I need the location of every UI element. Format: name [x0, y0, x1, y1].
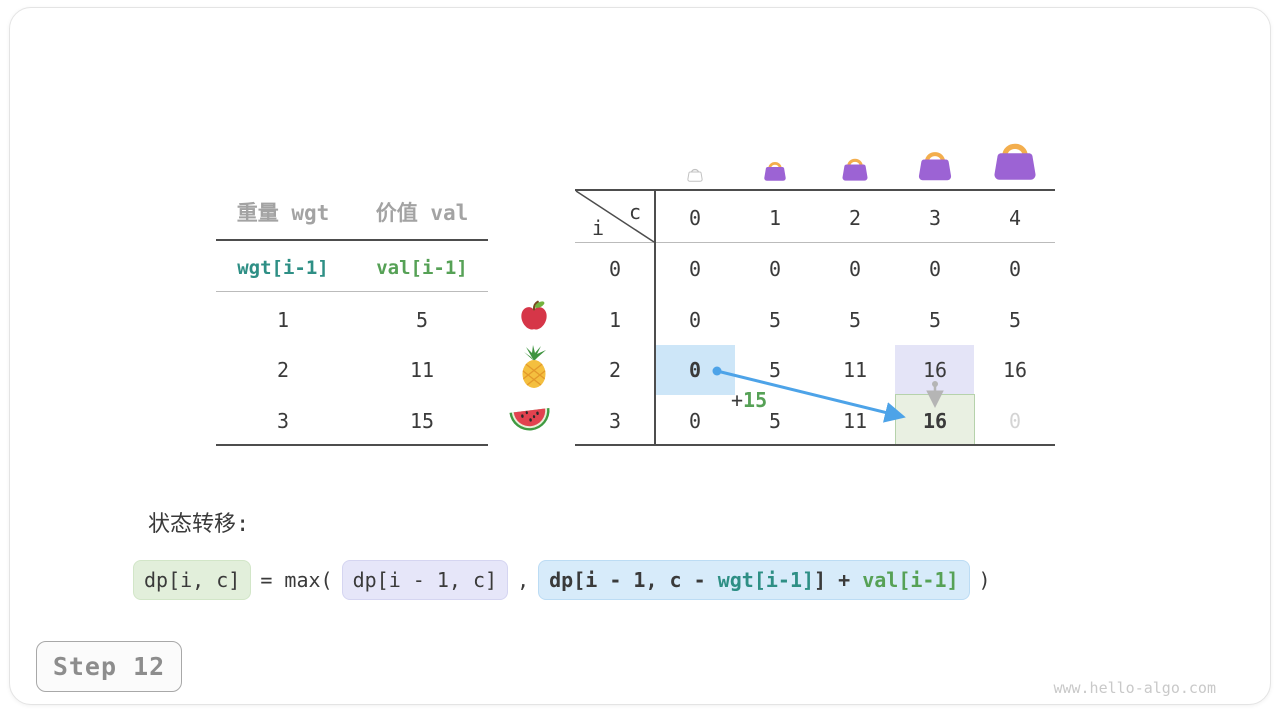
bag-small-icon [764, 162, 786, 181]
dp-cell-r1c1: 5 [768, 307, 782, 332]
state-transition-label: 状态转移: [148, 512, 250, 537]
items-table-top-rule [216, 239, 488, 241]
formula-arg2-wgt: wgt[i-1] [717, 568, 815, 592]
dp-row-label-3: 3 [608, 408, 622, 433]
formula-arg1-chip: dp[i - 1, c] [341, 560, 509, 600]
annotation-value: 15 [743, 388, 768, 412]
plus-value-annotation: +15 [731, 388, 767, 412]
items-header-value: 价值 val [375, 201, 469, 225]
formula-op: = max( [260, 568, 333, 592]
bag-large-icon [918, 152, 952, 181]
dp-col-header-3: 3 [928, 206, 942, 230]
dp-cell-r1c3: 5 [928, 307, 942, 332]
annotation-plus: + [731, 388, 744, 412]
formula-lhs-chip: dp[i, c] [133, 560, 252, 600]
items-row2-val: 11 [409, 358, 435, 382]
dp-table-top-rule [575, 189, 1055, 191]
dp-cell-r0c4: 0 [1008, 256, 1022, 281]
dp-cell-r1c0: 0 [688, 307, 702, 332]
formula-comma: , [517, 568, 530, 592]
bag-outline-icon [687, 168, 703, 182]
dp-corner-row-var: i [591, 216, 605, 240]
dp-cell-r0c1: 0 [768, 256, 782, 281]
items-header-weight: 重量 wgt [236, 201, 330, 225]
watermark: www.hello-algo.com [1053, 679, 1216, 697]
items-row3-val: 15 [409, 408, 435, 433]
dp-row-label-2: 2 [608, 358, 622, 382]
formula-arg2-mid: ] + [814, 568, 863, 592]
dp-cell-r2c3: 16 [922, 358, 948, 382]
dp-cell-r0c3: 0 [928, 256, 942, 281]
items-row1-wgt: 1 [276, 307, 290, 332]
dp-col-header-2: 2 [848, 206, 862, 230]
dp-row-label-1: 1 [608, 307, 622, 332]
bag-xlarge-icon [994, 143, 1036, 180]
formula-arg2-val: val[i-1] [862, 568, 959, 592]
step-badge: Step 12 [36, 641, 182, 692]
dp-cell-r1c4: 5 [1008, 307, 1022, 332]
bag-medium-icon [842, 158, 868, 181]
dp-table-header-rule [575, 242, 1055, 243]
dp-cell-r2c4: 16 [1002, 358, 1028, 382]
apple-icon [521, 300, 547, 330]
formula-close: ) [978, 568, 991, 592]
dp-cell-r3c4: 0 [1008, 408, 1022, 433]
dp-cell-r2c0: 0 [688, 358, 702, 382]
dp-table-vertical-rule [654, 189, 656, 446]
items-row1-val: 5 [415, 307, 429, 332]
dp-col-header-4: 4 [1008, 206, 1022, 230]
formula-arg2-chip: dp[i - 1, c - wgt[i-1]] + val[i-1] [538, 560, 970, 600]
items-index-wgt: wgt[i-1] [237, 257, 329, 279]
dp-cell-r0c2: 0 [848, 256, 862, 281]
dp-cell-r3c2: 11 [842, 408, 868, 433]
dp-table-bottom-rule [575, 444, 1055, 446]
dp-col-header-0: 0 [688, 206, 702, 230]
items-row3-wgt: 3 [276, 408, 290, 433]
watermelon-icon [509, 407, 550, 431]
formula-arg2-pre: dp[i - 1, c - [549, 568, 718, 592]
dp-row-label-0: 0 [608, 256, 622, 281]
dp-cell-r0c0: 0 [688, 256, 702, 281]
dp-cell-r2c2: 11 [842, 358, 868, 382]
dp-cell-r1c2: 5 [848, 307, 862, 332]
dp-col-header-1: 1 [768, 206, 782, 230]
items-index-val: val[i-1] [376, 257, 468, 279]
items-table-bottom-rule [216, 444, 488, 446]
pineapple-icon [522, 345, 546, 388]
items-row2-wgt: 2 [276, 358, 290, 382]
state-transition-formula: dp[i, c] = max( dp[i - 1, c] , dp[i - 1,… [133, 560, 991, 600]
dp-cell-r3c3: 16 [922, 408, 948, 433]
items-table-mid-rule [216, 291, 488, 292]
dp-cell-r3c0: 0 [688, 408, 702, 433]
dp-corner-col-var: c [628, 200, 642, 224]
